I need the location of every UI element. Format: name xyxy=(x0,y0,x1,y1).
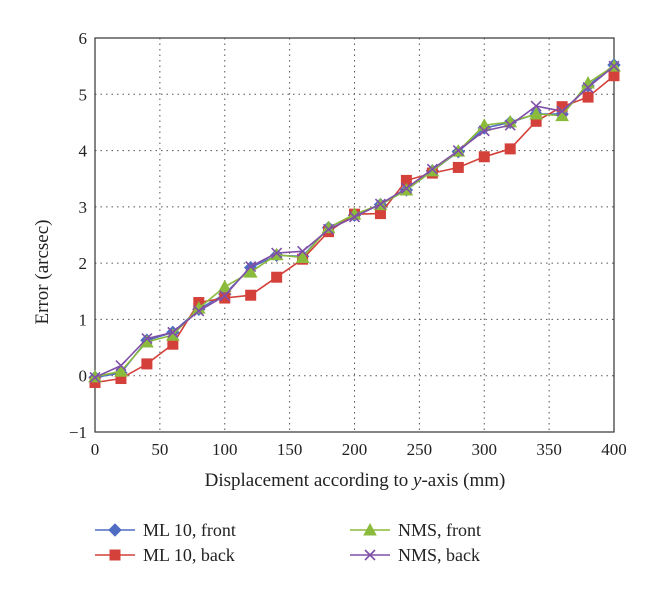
data-point xyxy=(89,371,101,383)
data-point xyxy=(322,223,335,235)
legend-entry: NMS, back xyxy=(350,545,480,565)
x-tick-label: 250 xyxy=(407,440,433,459)
y-axis-title: Error (arcsec) xyxy=(32,220,53,325)
data-point xyxy=(374,198,387,210)
x-tick-label: 0 xyxy=(91,440,100,459)
x-axis-title-variable: y xyxy=(411,470,422,491)
legend-label: NMS, front xyxy=(398,520,481,540)
data-point xyxy=(348,211,361,223)
data-point xyxy=(167,326,179,338)
data-point xyxy=(114,364,128,377)
data-point xyxy=(478,151,490,163)
x-tick-label: 150 xyxy=(277,440,303,459)
data-series xyxy=(88,58,621,388)
legend-marker xyxy=(109,549,121,561)
x-axis-title: Displacement according to y-axis (mm) xyxy=(205,470,506,491)
data-point xyxy=(452,161,464,173)
data-point xyxy=(608,60,620,72)
data-point xyxy=(529,106,543,120)
y-tick-labels: −1 0 1 2 3 4 5 6 xyxy=(69,29,88,442)
y-tick-label: 1 xyxy=(79,310,88,329)
legend-label: ML 10, back xyxy=(143,545,235,565)
data-point xyxy=(219,290,231,302)
data-point xyxy=(115,360,127,372)
y-tick-label: 0 xyxy=(79,367,88,386)
data-point xyxy=(167,338,179,350)
x-tick-label: 400 xyxy=(601,440,627,459)
data-point xyxy=(582,91,594,103)
y-tick-label: 2 xyxy=(79,254,88,273)
x-axis-title-suffix: -axis (mm) xyxy=(421,470,505,491)
legend-label: ML 10, front xyxy=(143,520,236,540)
data-point xyxy=(297,245,309,257)
data-point xyxy=(530,100,542,112)
y-tick-label: −1 xyxy=(69,423,87,442)
legend-entry: ML 10, back xyxy=(95,545,235,565)
y-tick-label: 3 xyxy=(79,198,88,217)
legend-label: NMS, back xyxy=(398,545,480,565)
data-point xyxy=(271,247,283,259)
data-point xyxy=(582,81,594,94)
legend-marker xyxy=(108,523,122,537)
data-point xyxy=(400,182,412,194)
data-point xyxy=(504,143,516,155)
data-point xyxy=(295,250,310,264)
y-tick-label: 5 xyxy=(79,85,88,104)
plot-area-border xyxy=(94,37,615,433)
series-nms-back xyxy=(89,60,620,383)
data-point xyxy=(426,163,438,175)
legend-entry: ML 10, front xyxy=(95,520,236,540)
data-point xyxy=(608,70,620,82)
data-point xyxy=(374,208,386,220)
data-point xyxy=(141,358,153,370)
legend-entry: NMS, front xyxy=(350,520,481,540)
legend-marker xyxy=(363,522,377,536)
data-point xyxy=(271,271,283,283)
x-tick-labels: 0 50 100 150 200 250 300 350 400 xyxy=(91,440,627,459)
x-tick-label: 50 xyxy=(151,440,168,459)
x-tick-label: 200 xyxy=(342,440,368,459)
grid-lines xyxy=(95,38,614,432)
data-point xyxy=(556,105,568,117)
data-point xyxy=(193,305,205,317)
data-point xyxy=(243,265,258,278)
x-tick-label: 350 xyxy=(536,440,562,459)
legend-marker xyxy=(364,549,376,561)
legend: ML 10, front ML 10, back NMS, front NMS, ba… xyxy=(95,520,481,565)
x-tick-label: 300 xyxy=(472,440,498,459)
data-point xyxy=(452,145,464,157)
x-tick-label: 100 xyxy=(212,440,238,459)
y-tick-label: 4 xyxy=(79,142,88,161)
data-point xyxy=(141,333,153,345)
data-point xyxy=(245,260,257,273)
y-tick-label: 6 xyxy=(79,29,88,48)
x-axis-title-prefix: Displacement according to xyxy=(205,470,413,491)
data-point xyxy=(504,119,516,131)
data-point xyxy=(245,289,257,301)
data-point xyxy=(478,125,490,137)
data-point xyxy=(217,279,232,293)
